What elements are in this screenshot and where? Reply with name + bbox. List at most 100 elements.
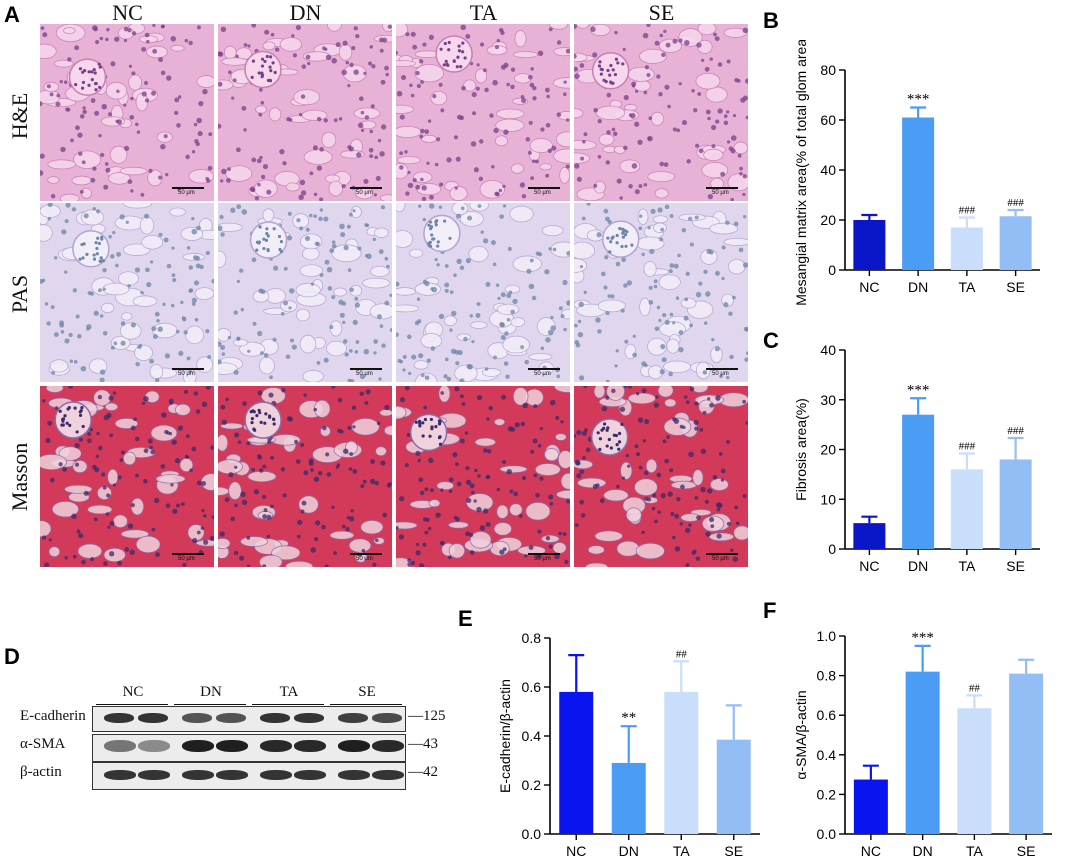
bar <box>611 762 646 834</box>
bar <box>999 459 1032 549</box>
wb-strip-asma <box>92 734 406 762</box>
wb-protein-label-bactin: β-actin <box>20 764 62 780</box>
x-tick-label: TA <box>958 558 976 574</box>
histology-image-tile <box>396 203 570 382</box>
bar <box>999 216 1032 270</box>
bar <box>853 220 886 270</box>
wb-band <box>216 740 248 752</box>
significance-label: ### <box>1007 425 1024 437</box>
y-tick-label: 0 <box>828 541 836 557</box>
wb-mw-marker-43: —43 <box>408 736 438 752</box>
wb-band <box>182 713 212 723</box>
x-tick-label: DN <box>908 279 928 295</box>
x-tick-label: TA <box>958 279 976 295</box>
histology-image-tile <box>574 24 748 201</box>
y-axis-label: α-SMA/β-actin <box>793 690 809 779</box>
scale-bar <box>350 368 382 370</box>
scale-bar-label: 50 μm <box>712 190 729 196</box>
wb-band <box>216 713 246 723</box>
panel-label-e: E <box>458 606 473 631</box>
scale-bar-label: 50 μm <box>712 371 729 377</box>
bar <box>853 523 886 549</box>
wb-band <box>372 740 404 752</box>
wb-group-label-ta: TA <box>279 684 299 700</box>
scale-bar-label: 50 μm <box>534 556 551 562</box>
scale-bar-label: 50 μm <box>178 190 195 196</box>
y-tick-label: 0.8 <box>817 668 837 684</box>
significance-label: ### <box>959 205 976 217</box>
histology-row-label-pas: PAS <box>7 274 32 314</box>
histology-image-tile <box>396 386 570 567</box>
chart-c-fibrosis-area: 0 10 20 30 40 NC DN *** TA ### SE ### Fibrosis area(… <box>793 342 1040 574</box>
y-tick-label: 0.8 <box>522 630 542 646</box>
wb-band <box>138 740 170 752</box>
wb-band <box>104 740 136 752</box>
wb-group-underline <box>252 704 324 705</box>
bar <box>950 227 983 270</box>
y-tick-label: 0.6 <box>522 679 542 695</box>
wb-band <box>138 770 170 780</box>
y-tick-label: 10 <box>820 491 836 507</box>
wb-group-label-dn: DN <box>200 684 222 700</box>
y-tick-label: 0.0 <box>522 826 542 842</box>
y-tick-label: 0.6 <box>817 707 837 723</box>
histology-column-label-ta: TA <box>469 0 498 25</box>
histology-image-tile <box>396 24 570 201</box>
scale-bar <box>528 368 560 370</box>
y-tick-label: 0.2 <box>522 777 542 793</box>
wb-band <box>260 740 292 752</box>
significance-label: ## <box>676 648 688 660</box>
histology-column-label-se: SE <box>648 0 675 25</box>
histology-image-tile <box>574 386 748 567</box>
chart-b-mesangial-matrix: 0 20 40 60 80 NC DN *** TA ### SE ### Mesangial matr… <box>793 40 1040 306</box>
scale-bar <box>528 187 560 189</box>
y-tick-label: 1.0 <box>817 628 837 644</box>
panel-label-a: A <box>4 2 20 27</box>
wb-band <box>260 713 290 723</box>
bar <box>950 469 983 549</box>
y-tick-label: 0.0 <box>817 826 837 842</box>
histology-image-tile <box>218 386 392 567</box>
x-tick-label: NC <box>566 843 586 859</box>
x-tick-label: DN <box>913 843 933 859</box>
wb-protein-label-ecadherin: E-cadherin <box>20 708 86 724</box>
y-tick-label: 0.4 <box>817 747 837 763</box>
x-tick-label: DN <box>908 558 928 574</box>
bar <box>902 414 935 549</box>
histology-row-label-he: H&E <box>7 92 32 140</box>
wb-mw-marker-125: —125 <box>408 708 446 724</box>
histology-column-label-dn: DN <box>289 0 322 25</box>
y-axis-label: Mesangial matrix area(% of total glom ar… <box>793 40 809 306</box>
wb-protein-label-asma: α-SMA <box>20 736 66 752</box>
x-tick-label: NC <box>859 558 879 574</box>
wb-band <box>138 713 168 723</box>
x-tick-label: SE <box>1006 279 1025 295</box>
bar <box>957 708 992 834</box>
significance-label: ### <box>1007 197 1024 209</box>
y-tick-label: 0 <box>828 262 836 278</box>
scale-bar-label: 50 μm <box>534 371 551 377</box>
histology-image-tile <box>218 24 392 201</box>
y-axis-label: Fibrosis area(%) <box>793 398 809 501</box>
scale-bar-label: 50 μm <box>534 190 551 196</box>
wb-band <box>338 713 368 723</box>
wb-band <box>216 770 248 780</box>
y-tick-label: 20 <box>820 212 836 228</box>
histology-column-label-nc: NC <box>112 0 143 25</box>
scale-bar <box>706 368 738 370</box>
bar <box>902 117 935 270</box>
chart-e-ecadherin: 0.0 0.2 0.4 0.6 0.8 NC DN ** TA ## SE E-cadherin/β-… <box>497 630 760 859</box>
histology-image-tile <box>574 203 748 382</box>
scale-bar <box>706 553 738 555</box>
histology-image-tile <box>40 386 214 567</box>
panel-label-f: F <box>763 598 777 623</box>
wb-mw-value: 43 <box>423 736 438 752</box>
significance-label: ** <box>621 710 636 726</box>
scale-bar-label: 50 μm <box>178 556 195 562</box>
y-tick-label: 30 <box>820 392 836 408</box>
scale-bar-label: 50 μm <box>356 371 373 377</box>
y-tick-label: 40 <box>820 162 836 178</box>
y-axis-label: E-cadherin/β-actin <box>497 679 513 793</box>
wb-mw-value: 42 <box>423 764 438 780</box>
